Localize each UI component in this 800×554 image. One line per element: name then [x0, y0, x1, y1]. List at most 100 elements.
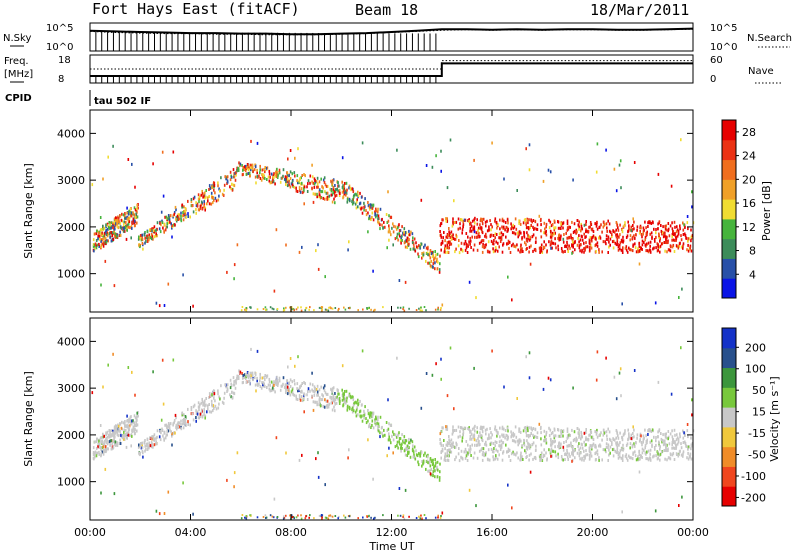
power-echo-cell	[595, 224, 598, 228]
velocity-echo-cell	[455, 428, 458, 432]
power-echo-cell	[461, 249, 464, 253]
velocity-echo-cell	[584, 443, 586, 447]
velocity-echo-cell	[308, 516, 310, 519]
power-echo-cell	[487, 240, 490, 244]
power-echo-cell	[138, 243, 140, 247]
power-echo-cell	[110, 226, 112, 230]
velocity-echo-cell	[108, 429, 111, 432]
velocity-echo-cell	[156, 442, 158, 446]
power-echo-cell	[288, 183, 290, 187]
power-echo-cell	[99, 228, 102, 232]
velocity-echo-cell	[105, 448, 108, 452]
velocity-echo-cell	[440, 450, 443, 453]
velocity-echo-cell	[167, 422, 170, 425]
velocity-echo-cell	[445, 443, 448, 447]
velocity-echo-cell	[459, 434, 461, 438]
power-echo-cell	[621, 249, 624, 253]
power-echo-cell	[377, 210, 379, 214]
power-echo-cell	[247, 164, 250, 167]
power-echo-cell	[268, 172, 271, 176]
velocity-echo-cell	[206, 410, 208, 414]
velocity-echo-cell	[130, 433, 133, 437]
power-echo-cell	[382, 226, 384, 230]
velocity-echo-cell	[119, 430, 121, 433]
velocity-echo-cell	[208, 410, 211, 414]
power-echo-cell	[580, 222, 582, 226]
velocity-echo-cell	[568, 433, 570, 437]
velocity-echo-cell	[306, 393, 308, 397]
power-echo-cell	[634, 236, 636, 240]
power-echo-cell	[528, 245, 531, 249]
velocity-echo-cell	[131, 429, 133, 433]
colorbar-tick-label: 20	[742, 173, 756, 186]
power-echo-cell	[368, 205, 371, 209]
velocity-echo-cell	[409, 441, 411, 445]
power-echo-cell	[159, 230, 162, 234]
power-echo-cell	[300, 309, 303, 312]
power-echo-cell	[139, 234, 142, 237]
power-echo-cell	[303, 202, 305, 206]
velocity-echo-cell	[623, 432, 625, 436]
power-echo-cell	[671, 238, 673, 242]
velocity-echo-cell	[513, 452, 515, 456]
velocity-echo-cell	[648, 429, 651, 433]
velocity-echo-cell	[126, 436, 128, 440]
velocity-echo-cell	[608, 448, 610, 452]
power-echo-cell	[565, 245, 568, 249]
velocity-echo-cell	[470, 432, 473, 436]
velocity-echo-cell	[95, 440, 98, 444]
velocity-echo-cell	[183, 421, 186, 424]
power-echo-cell	[318, 306, 321, 309]
velocity-echo-cell	[431, 463, 434, 467]
power-echo-cell	[98, 234, 101, 238]
velocity-echo-cell	[122, 435, 125, 439]
velocity-echo-cell	[118, 428, 120, 431]
power-echo-cell	[322, 178, 325, 182]
velocity-echo-cell	[102, 432, 104, 436]
power-echo-cell	[126, 211, 128, 215]
power-echo-cell	[197, 193, 200, 197]
velocity-echo-cell	[312, 400, 315, 404]
velocity-echo-cell	[550, 432, 553, 436]
velocity-echo-cell	[560, 430, 562, 434]
power-echo-cell	[408, 307, 410, 310]
power-echo-cell	[362, 308, 364, 311]
velocity-echo-cell	[628, 432, 630, 436]
velocity-echo-cell	[300, 514, 302, 517]
power-echo-cell	[172, 214, 175, 218]
velocity-echo-cell	[341, 388, 343, 392]
power-echo-cell	[372, 218, 375, 222]
velocity-echo-cell	[590, 430, 592, 434]
colorbar-swatch	[722, 446, 736, 467]
power-echo-cell	[168, 218, 171, 222]
power-echo-cell	[404, 231, 407, 234]
velocity-echo-cell	[256, 379, 258, 383]
power-echo-cell	[468, 280, 471, 284]
power-echo-cell	[237, 169, 240, 172]
velocity-echo-cell	[435, 467, 438, 471]
power-echo-cell	[644, 238, 646, 242]
velocity-echo-cell	[474, 429, 476, 433]
velocity-echo-cell	[526, 427, 529, 430]
velocity-echo-cell	[523, 443, 526, 447]
power-echo-cell	[111, 234, 114, 237]
velocity-echo-cell	[317, 475, 320, 479]
velocity-echo-cell	[622, 454, 624, 458]
velocity-echo-cell	[113, 428, 116, 432]
velocity-echo-cell	[439, 470, 441, 474]
power-echo-cell	[484, 245, 487, 249]
power-echo-cell	[445, 217, 447, 221]
power-echo-cell	[509, 251, 512, 254]
power-echo-cell	[278, 168, 281, 172]
velocity-echo-cell	[627, 438, 629, 442]
power-echo-cell	[450, 237, 453, 241]
velocity-echo-cell	[394, 445, 397, 449]
power-echo-cell	[686, 215, 689, 218]
power-echo-cell	[632, 217, 634, 221]
velocity-echo-cell	[102, 434, 104, 438]
power-echo-cell	[371, 211, 374, 215]
power-echo-cell	[440, 222, 442, 226]
power-echo-cell	[335, 188, 337, 192]
power-echo-cell	[667, 222, 670, 225]
power-echo-cell	[445, 251, 447, 254]
